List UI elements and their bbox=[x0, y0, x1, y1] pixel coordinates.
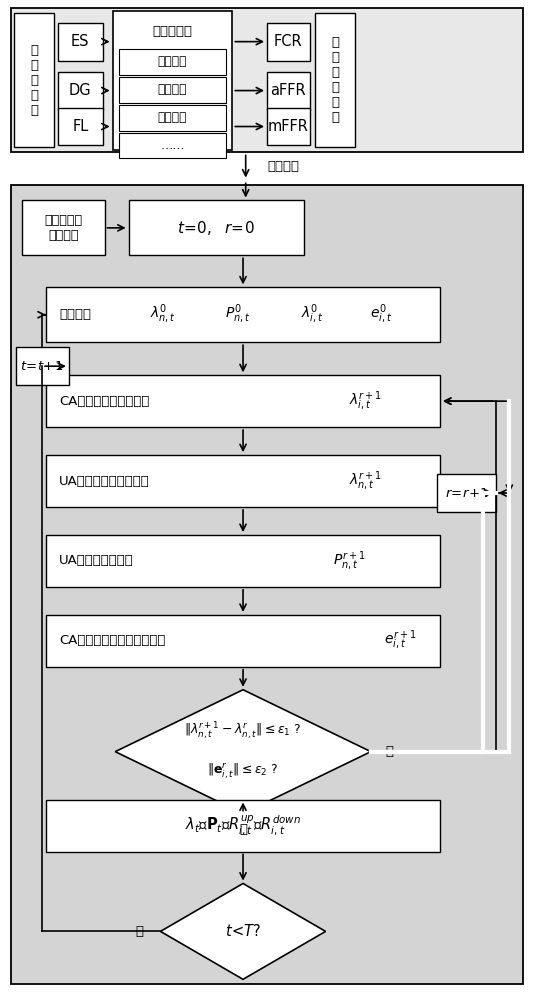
Bar bbox=[14, 13, 54, 147]
Bar bbox=[46, 615, 440, 667]
Polygon shape bbox=[115, 690, 371, 814]
Bar bbox=[46, 287, 440, 342]
Bar bbox=[11, 185, 523, 984]
Bar bbox=[11, 8, 523, 152]
Bar bbox=[437, 474, 496, 512]
Text: 响应时间: 响应时间 bbox=[158, 55, 187, 68]
Bar bbox=[119, 133, 226, 158]
Text: CA更新全局功率失配估计：: CA更新全局功率失配估计： bbox=[59, 634, 166, 647]
Polygon shape bbox=[161, 883, 326, 979]
Text: 初始化：: 初始化： bbox=[59, 308, 91, 321]
Text: $\lambda_{n,t}^{r+1}$: $\lambda_{n,t}^{r+1}$ bbox=[349, 469, 382, 493]
Text: 否: 否 bbox=[386, 745, 394, 758]
Bar bbox=[58, 23, 103, 61]
Bar bbox=[119, 49, 226, 75]
Text: 收益因子: 收益因子 bbox=[267, 160, 299, 173]
Text: $e_{i,t}^{0}$: $e_{i,t}^{0}$ bbox=[371, 303, 392, 326]
Bar bbox=[129, 200, 304, 255]
Bar bbox=[315, 13, 355, 147]
Text: $P_{n,t}^{0}$: $P_{n,t}^{0}$ bbox=[225, 303, 250, 326]
Text: DG: DG bbox=[69, 83, 92, 98]
Text: 灵活性特性: 灵活性特性 bbox=[153, 25, 192, 38]
Text: $\lambda_t$；$\mathbf{P}_t$；$R_{i,t}^{up}$、$R_{i,t}^{down}$: $\lambda_t$；$\mathbf{P}_t$；$R_{i,t}^{up}… bbox=[185, 814, 301, 837]
Bar bbox=[58, 108, 103, 145]
Text: $t\!=\!t\!+\!1$: $t\!=\!t\!+\!1$ bbox=[20, 360, 64, 373]
Bar bbox=[15, 347, 69, 385]
Text: mFFR: mFFR bbox=[268, 119, 309, 134]
Text: 调
频
辅
助
服
务: 调 频 辅 助 服 务 bbox=[331, 36, 339, 124]
Bar bbox=[58, 72, 103, 110]
Text: $e_{i,t}^{r+1}$: $e_{i,t}^{r+1}$ bbox=[384, 629, 417, 652]
Bar bbox=[119, 105, 226, 131]
Bar bbox=[46, 455, 440, 507]
Text: $t\!<\!T?$: $t\!<\!T?$ bbox=[225, 923, 261, 939]
Text: 灵
活
性
资
源: 灵 活 性 资 源 bbox=[30, 44, 38, 117]
Text: $\|\mathbf{e}_{i,t}^{r}\|\leq\varepsilon_{2}$ ?: $\|\mathbf{e}_{i,t}^{r}\|\leq\varepsilon… bbox=[207, 762, 279, 781]
Bar bbox=[46, 535, 440, 587]
Bar bbox=[113, 11, 232, 150]
Bar bbox=[22, 200, 105, 255]
Text: $\lambda_{n,t}^{0}$: $\lambda_{n,t}^{0}$ bbox=[150, 303, 176, 326]
Text: CA更新全局价格估计：: CA更新全局价格估计： bbox=[59, 395, 150, 408]
Text: 否: 否 bbox=[135, 925, 143, 938]
Text: FCR: FCR bbox=[274, 34, 303, 49]
Bar bbox=[119, 77, 226, 103]
Text: 是: 是 bbox=[239, 823, 247, 836]
Text: $t\!=\!0,\ \ r\!=\!0$: $t\!=\!0,\ \ r\!=\!0$ bbox=[177, 219, 255, 237]
Bar bbox=[267, 72, 310, 110]
Text: aFFR: aFFR bbox=[271, 83, 306, 98]
Bar bbox=[46, 375, 440, 427]
Text: UA更新本地价格估计：: UA更新本地价格估计： bbox=[59, 475, 150, 488]
Text: 服务时间: 服务时间 bbox=[158, 83, 187, 96]
Text: $P_{n,t}^{r+1}$: $P_{n,t}^{r+1}$ bbox=[333, 549, 366, 573]
Text: $\lambda_{i,t}^{r+1}$: $\lambda_{i,t}^{r+1}$ bbox=[349, 390, 382, 413]
Text: 日前风光、
负荷预测: 日前风光、 负荷预测 bbox=[44, 214, 82, 242]
Text: $\|\lambda_{n,t}^{r+1}-\lambda_{n,t}^{r}\|\leq\varepsilon_{1}$ ?: $\|\lambda_{n,t}^{r+1}-\lambda_{n,t}^{r}… bbox=[184, 721, 302, 742]
Bar bbox=[267, 23, 310, 61]
Text: ES: ES bbox=[71, 34, 90, 49]
Text: UA更新有功出力：: UA更新有功出力： bbox=[59, 554, 134, 567]
Text: $\lambda_{i,t}^{0}$: $\lambda_{i,t}^{0}$ bbox=[301, 303, 324, 326]
Text: 控制方式: 控制方式 bbox=[158, 111, 187, 124]
Text: ……: …… bbox=[160, 139, 185, 152]
Bar bbox=[46, 800, 440, 852]
Text: $r\!=\!r\!+\!1$: $r\!=\!r\!+\!1$ bbox=[445, 487, 489, 500]
Bar bbox=[267, 108, 310, 145]
Text: FL: FL bbox=[72, 119, 89, 134]
